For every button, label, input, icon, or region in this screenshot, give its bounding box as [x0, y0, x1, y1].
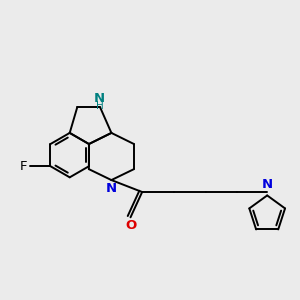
Text: N: N: [94, 92, 105, 105]
Text: F: F: [20, 160, 28, 173]
Text: O: O: [125, 219, 136, 232]
Text: H: H: [96, 100, 103, 111]
Text: N: N: [262, 178, 273, 191]
Text: N: N: [106, 182, 117, 195]
